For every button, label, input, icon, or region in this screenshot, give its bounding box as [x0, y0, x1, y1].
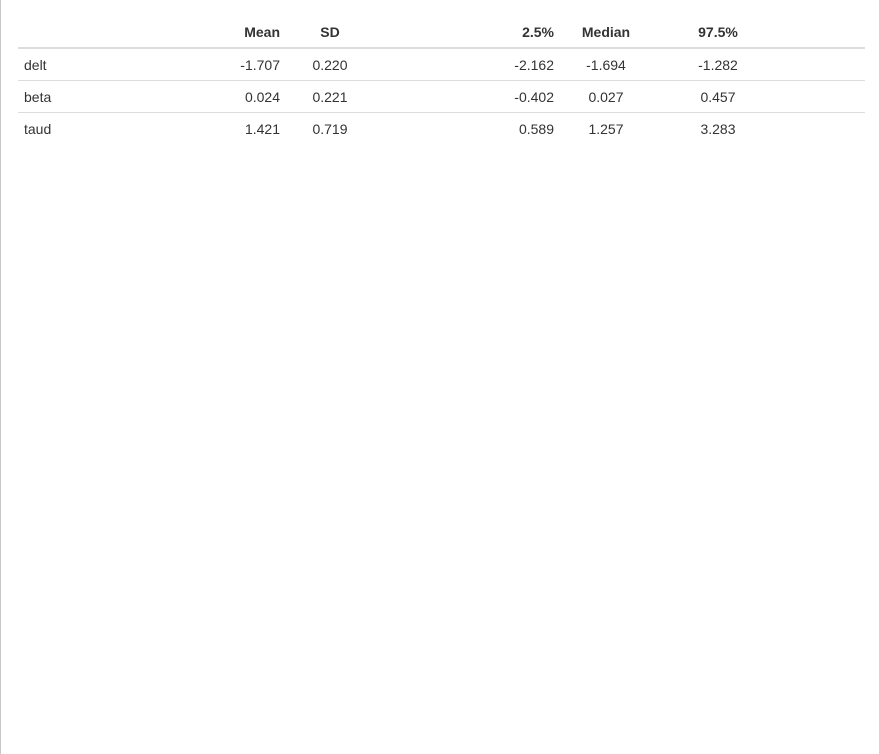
header-mean: Mean — [158, 16, 286, 48]
row-spacer — [784, 48, 865, 81]
summary-table: Mean SD 2.5% Median 97.5% delt -1.707 0.… — [18, 16, 865, 144]
row-sd: 0.719 — [286, 113, 374, 145]
row-name: delt — [18, 48, 158, 81]
header-median: Median — [560, 16, 652, 48]
row-name: beta — [18, 81, 158, 113]
table-header: Mean SD 2.5% Median 97.5% — [18, 16, 865, 48]
row-sd: 0.221 — [286, 81, 374, 113]
header-q025: 2.5% — [374, 16, 560, 48]
row-median: 1.257 — [560, 113, 652, 145]
header-sd: SD — [286, 16, 374, 48]
table-row: delt -1.707 0.220 -2.162 -1.694 -1.282 — [18, 48, 865, 81]
row-sd: 0.220 — [286, 48, 374, 81]
row-name: taud — [18, 113, 158, 145]
row-q025: 0.589 — [374, 113, 560, 145]
row-q975: -1.282 — [652, 48, 784, 81]
header-row: Mean SD 2.5% Median 97.5% — [18, 16, 865, 48]
header-spacer — [784, 16, 865, 48]
row-q025: -2.162 — [374, 48, 560, 81]
row-q975: 0.457 — [652, 81, 784, 113]
row-q025: -0.402 — [374, 81, 560, 113]
table-row: taud 1.421 0.719 0.589 1.257 3.283 — [18, 113, 865, 145]
row-median: -1.694 — [560, 48, 652, 81]
header-name — [18, 16, 158, 48]
row-mean: 1.421 — [158, 113, 286, 145]
row-spacer — [784, 81, 865, 113]
row-mean: -1.707 — [158, 48, 286, 81]
table-row: beta 0.024 0.221 -0.402 0.027 0.457 — [18, 81, 865, 113]
left-border — [0, 0, 1, 754]
header-q975: 97.5% — [652, 16, 784, 48]
row-spacer — [784, 113, 865, 145]
row-q975: 3.283 — [652, 113, 784, 145]
table-body: delt -1.707 0.220 -2.162 -1.694 -1.282 b… — [18, 48, 865, 144]
row-mean: 0.024 — [158, 81, 286, 113]
row-median: 0.027 — [560, 81, 652, 113]
